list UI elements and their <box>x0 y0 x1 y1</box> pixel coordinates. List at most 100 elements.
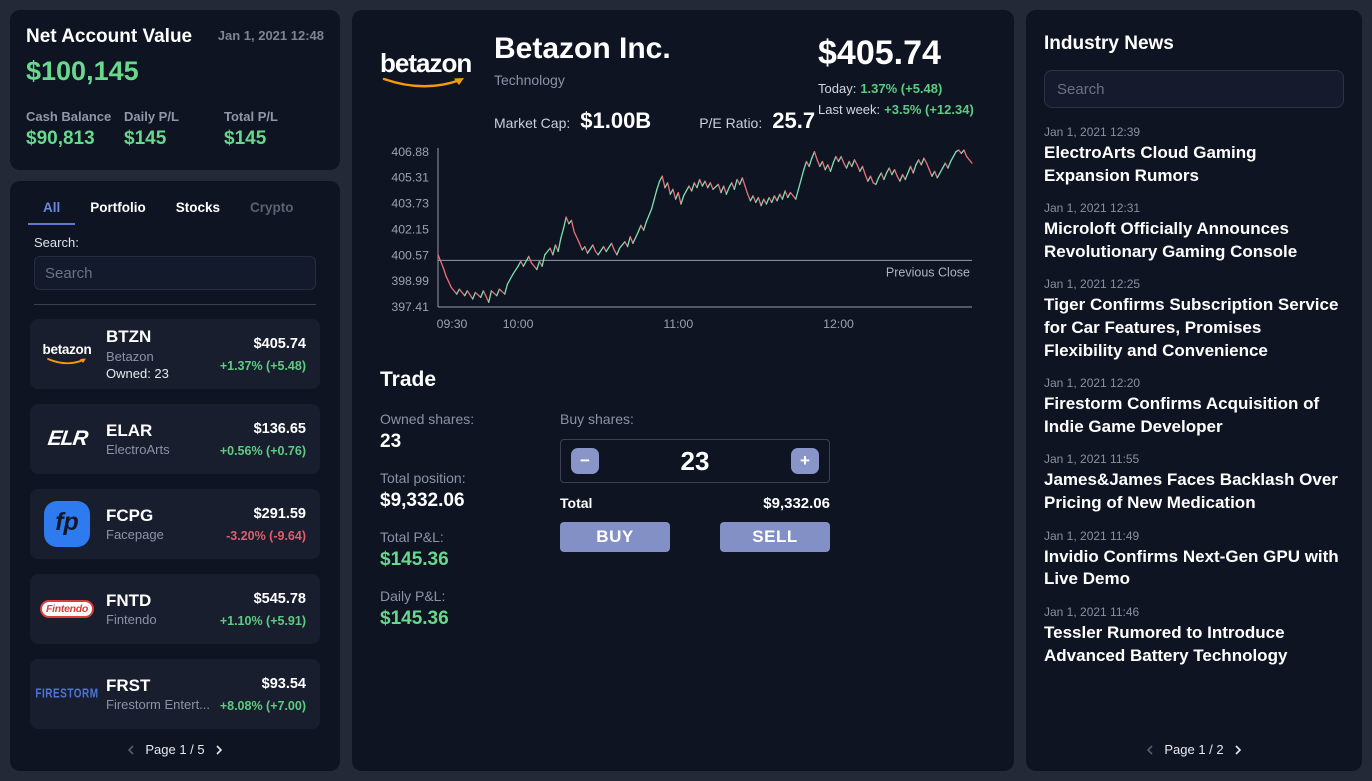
price-line-segment <box>488 290 493 303</box>
prev-page-icon[interactable] <box>124 743 138 757</box>
price-line-segment <box>565 216 570 225</box>
price-line-segment <box>717 183 722 194</box>
price-line-segment <box>824 164 829 171</box>
price-line-segment <box>560 227 565 240</box>
stock-price: $405.74 <box>253 335 306 352</box>
price-line-segment <box>875 177 880 186</box>
news-item-date: Jan 1, 2021 11:55 <box>1044 452 1140 467</box>
price-line-segment <box>829 162 834 172</box>
stock-ticker: BTZN <box>106 327 152 347</box>
price-line-segment <box>578 242 583 251</box>
cash-balance-value: $90,813 <box>26 128 95 149</box>
price-line-segment <box>605 242 613 253</box>
price-line-segment <box>528 255 533 264</box>
tab-stocks[interactable]: Stocks <box>175 200 221 215</box>
price-line-segment <box>586 244 594 254</box>
price-line-segment <box>725 187 730 195</box>
price-line-segment <box>520 260 525 267</box>
price-line-segment <box>536 260 541 271</box>
price-line-segment <box>474 291 482 298</box>
share-quantity-stepper: − 23 + <box>560 439 830 483</box>
stock-list-item[interactable]: ELR ELAR ElectroArts $136.65 +0.56% (+0.… <box>30 404 320 474</box>
news-item[interactable]: Jan 1, 2021 11:55 James&James Faces Back… <box>1044 452 1344 514</box>
news-search-input[interactable] <box>1044 70 1344 108</box>
buy-button[interactable]: BUY <box>560 522 670 552</box>
price-line-segment <box>552 244 557 256</box>
stock-company-name: Firestorm Entert... <box>106 697 211 713</box>
price-line-segment <box>747 193 752 202</box>
price-line-segment <box>907 165 912 174</box>
buy-shares-label: Buy shares: <box>560 411 634 427</box>
stock-list-item[interactable]: betazon BTZN Betazon Owned: 23 $405.74 +… <box>30 319 320 389</box>
owned-shares-value: 23 <box>380 431 402 452</box>
quantity-value[interactable]: 23 <box>680 445 710 476</box>
stock-search-input[interactable] <box>34 256 316 290</box>
y-tick-label: 398.99 <box>391 274 429 288</box>
price-line-segment <box>699 178 703 187</box>
increase-quantity-button[interactable]: + <box>791 448 819 474</box>
price-line-segment <box>813 151 818 161</box>
price-line-segment <box>899 173 904 182</box>
price-line-segment <box>784 190 789 199</box>
price-line-segment <box>789 191 797 200</box>
price-line-segment <box>464 290 469 297</box>
price-line-segment <box>661 175 666 189</box>
news-prev-page-icon[interactable] <box>1143 743 1157 757</box>
news-item-date: Jan 1, 2021 12:20 <box>1044 376 1141 391</box>
price-line-segment <box>867 175 872 182</box>
price-line-segment <box>584 245 589 254</box>
news-item[interactable]: Jan 1, 2021 12:39 ElectroArts Cloud Gami… <box>1044 125 1344 187</box>
x-tick-label: 10:00 <box>503 317 534 331</box>
stock-list-item[interactable]: Fintendo FNTD Fintendo $545.78 +1.10% (+… <box>30 574 320 644</box>
price-line-segment <box>688 185 693 192</box>
news-item[interactable]: Jan 1, 2021 12:25 Tiger Confirms Subscri… <box>1044 277 1344 362</box>
x-tick-label: 09:30 <box>437 317 468 331</box>
tab-all[interactable]: All <box>28 193 76 225</box>
tab-crypto[interactable]: Crypto <box>250 200 294 215</box>
company-sector: Technology <box>494 72 565 88</box>
total-position-label: Total position: <box>380 470 466 486</box>
pe-ratio-value: 25.7 <box>772 108 816 133</box>
market-cap-value: $1.00B <box>580 108 652 133</box>
news-item[interactable]: Jan 1, 2021 11:49 Invidio Confirms Next-… <box>1044 529 1344 591</box>
price-line-segment <box>656 180 661 190</box>
price-line-segment <box>637 224 642 233</box>
price-line-segment <box>931 170 936 177</box>
price-line-segment <box>736 178 741 186</box>
price-line-segment <box>781 190 786 200</box>
news-item[interactable]: Jan 1, 2021 11:46 Tessler Rumored to Int… <box>1044 605 1344 667</box>
market-cap-label: Market Cap: <box>494 115 571 131</box>
y-tick-label: 405.31 <box>391 171 429 185</box>
decrease-quantity-button[interactable]: − <box>571 448 599 474</box>
price-line-segment <box>864 173 869 182</box>
price-line-segment <box>472 291 477 300</box>
price-line-segment <box>848 160 853 168</box>
price-line-segment <box>952 151 957 158</box>
x-tick-label: 11:00 <box>663 317 693 331</box>
stock-list-item[interactable]: FIRESTORM FRST Firestorm Entert... $93.5… <box>30 659 320 729</box>
news-item[interactable]: Jan 1, 2021 12:20 Firestorm Confirms Acq… <box>1044 376 1344 438</box>
list-divider <box>34 304 316 305</box>
price-line-segment <box>677 191 682 205</box>
stock-list-item[interactable]: fp FCPG Facepage $291.59 -3.20% (-9.64) <box>30 489 320 559</box>
y-tick-label: 403.73 <box>391 197 429 211</box>
news-item[interactable]: Jan 1, 2021 12:31 Microloft Officially A… <box>1044 201 1344 263</box>
price-line-segment <box>506 273 514 285</box>
price-line-segment <box>861 165 866 176</box>
stock-ticker: ELAR <box>106 420 153 440</box>
price-line-segment <box>632 231 639 244</box>
daily-pnl-label: Daily P&L: <box>380 588 446 604</box>
price-line-segment <box>504 283 509 295</box>
tab-portfolio[interactable]: Portfolio <box>90 200 146 215</box>
account-title: Net Account Value <box>26 26 193 47</box>
next-page-icon[interactable] <box>212 743 226 757</box>
price-line-segment <box>925 162 930 171</box>
price-line-segment <box>869 175 874 184</box>
price-line-segment <box>544 247 551 256</box>
stock-logo: ELR <box>45 427 89 450</box>
sell-button[interactable]: SELL <box>720 522 830 552</box>
price-line-segment <box>445 275 452 289</box>
price-line-segment <box>888 167 893 176</box>
total-position-value: $9,332.06 <box>380 490 465 511</box>
news-next-page-icon[interactable] <box>1231 743 1245 757</box>
